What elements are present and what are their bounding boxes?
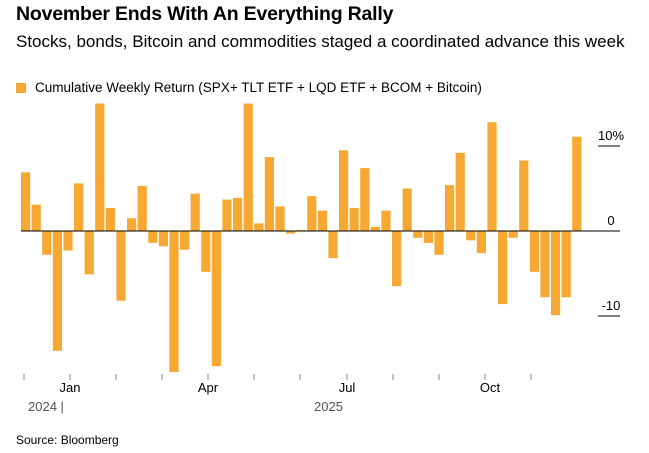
bar-5 (63, 231, 73, 251)
bar-35 (381, 210, 391, 231)
bar-34 (370, 226, 380, 231)
y-tick-label: 0 (607, 213, 614, 228)
bar-18 (201, 231, 211, 272)
legend: Cumulative Weekly Return (SPX+ TLT ETF +… (16, 80, 482, 95)
bar-9 (105, 208, 115, 231)
bar-6 (74, 183, 84, 231)
bar-32 (349, 208, 359, 231)
bar-46 (498, 231, 508, 305)
bar-13 (148, 231, 158, 243)
bar-25 (275, 206, 285, 231)
bar-39 (423, 231, 433, 243)
bar-17 (190, 193, 200, 231)
bar-51 (551, 231, 561, 316)
bar-11 (127, 218, 137, 231)
source-note: Source: Bloomberg (16, 433, 119, 447)
x-month-label: Jan (60, 380, 81, 395)
bar-52 (561, 231, 571, 298)
legend-label: Cumulative Weekly Return (SPX+ TLT ETF +… (35, 80, 482, 95)
bar-3 (42, 231, 52, 255)
chart-title: November Ends With An Everything Rally (16, 3, 394, 25)
y-tick-label: 10% (598, 128, 624, 143)
bar-47 (508, 231, 518, 238)
bar-14 (158, 231, 168, 247)
chart-subtitle: Stocks, bonds, Bitcoin and commodities s… (16, 32, 625, 51)
bar-29 (317, 210, 327, 231)
bar-22 (243, 103, 253, 231)
bar-4 (52, 231, 62, 351)
bar-30 (328, 231, 338, 259)
bar-45 (487, 122, 497, 231)
bar-16 (180, 231, 190, 250)
bar-36 (392, 231, 402, 287)
bar-37 (402, 188, 412, 231)
x-year-label: 2024 | (28, 399, 64, 414)
bar-38 (413, 231, 423, 238)
bar-8 (95, 103, 105, 231)
bar-15 (169, 231, 179, 373)
bar-21 (233, 197, 243, 231)
bar-20 (222, 199, 232, 231)
bar-33 (360, 168, 370, 231)
bar-26 (286, 231, 296, 234)
bar-19 (211, 231, 221, 367)
bar-24 (264, 157, 274, 231)
bar-12 (137, 185, 147, 231)
bar-48 (519, 160, 529, 231)
bar-44 (476, 231, 486, 254)
x-month-label: Oct (480, 380, 501, 395)
bar-42 (455, 152, 465, 231)
x-year-label: 2025 (314, 399, 343, 414)
bar-23 (254, 223, 264, 231)
bar-40 (434, 231, 444, 255)
legend-swatch (16, 83, 26, 93)
bar-31 (339, 150, 349, 231)
bar-53 (572, 136, 582, 231)
bar-49 (529, 231, 539, 272)
bar-10 (116, 231, 126, 301)
bar-41 (445, 185, 455, 231)
x-month-label: Apr (198, 380, 219, 395)
bar-2 (31, 204, 41, 231)
y-tick-label: -10 (602, 298, 621, 313)
bar-43 (466, 231, 476, 241)
x-month-label: Jul (339, 380, 356, 395)
bar-28 (307, 196, 317, 231)
bar-7 (84, 231, 94, 275)
bar-1 (21, 172, 31, 231)
bar-50 (540, 231, 550, 298)
